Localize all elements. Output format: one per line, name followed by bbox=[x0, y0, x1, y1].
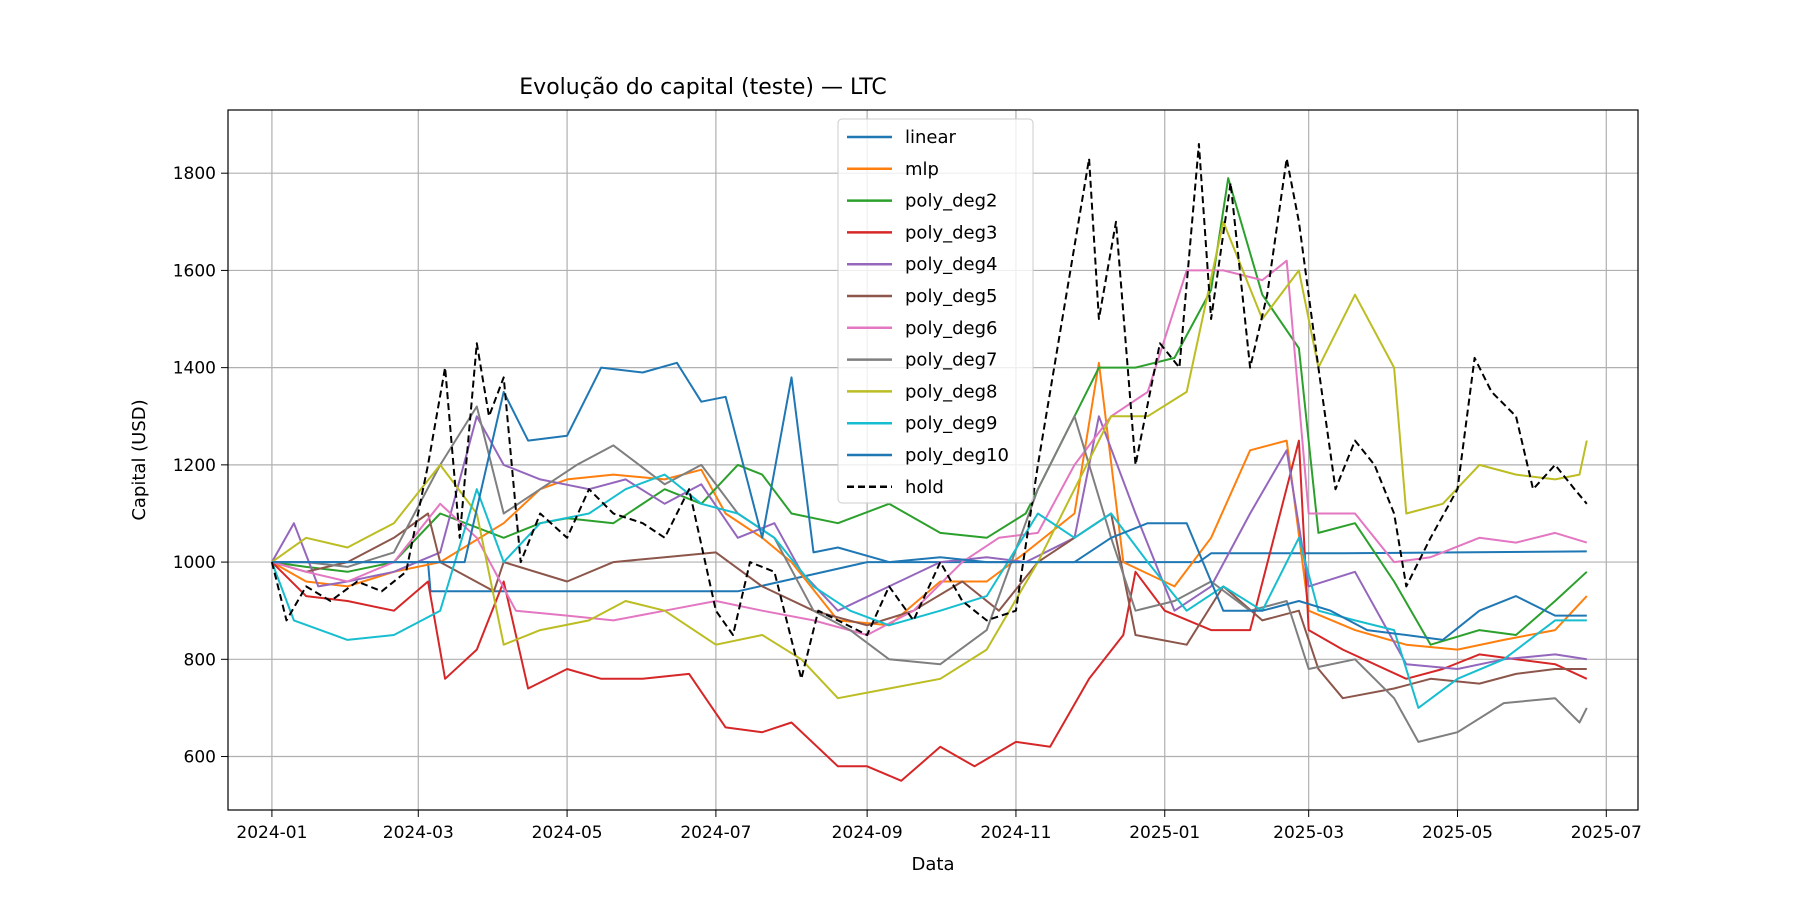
y-tick-label: 1400 bbox=[173, 359, 216, 379]
y-axis-ticks: 600 800 1000 1200 1400 1600 1800 bbox=[173, 164, 228, 768]
series-line-poly_deg6 bbox=[271, 259, 1588, 636]
x-tick-label: 2025-01 bbox=[1129, 823, 1200, 843]
legend-label: poly_deg5 bbox=[905, 286, 997, 307]
y-tick-label: 1200 bbox=[173, 456, 216, 476]
series-line-poly_deg9 bbox=[270, 473, 1587, 709]
legend-label: poly_deg7 bbox=[905, 350, 997, 371]
legend-label: poly_deg8 bbox=[905, 381, 997, 402]
y-axis-label: Capital (USD) bbox=[129, 399, 150, 520]
series-line-poly_deg2 bbox=[271, 177, 1588, 646]
legend-label: poly_deg6 bbox=[905, 318, 997, 339]
legend-label: hold bbox=[905, 477, 944, 498]
x-tick-label: 2025-07 bbox=[1571, 823, 1642, 843]
legend-label: poly_deg4 bbox=[905, 254, 997, 275]
series-line-poly_deg8 bbox=[271, 220, 1588, 700]
legend-label: linear bbox=[905, 127, 957, 148]
x-tick-label: 2024-05 bbox=[532, 823, 603, 843]
y-tick-label: 1600 bbox=[173, 261, 216, 281]
legend: linear mlp poly_deg2 poly_deg3 poly_deg4poly… bbox=[837, 118, 1034, 504]
series-line-poly_deg7 bbox=[271, 405, 1588, 743]
y-tick-label: 1000 bbox=[173, 553, 216, 573]
legend-label: poly_deg10 bbox=[905, 445, 1009, 466]
x-tick-label: 2025-05 bbox=[1422, 823, 1493, 843]
series-line-poly_deg5 bbox=[271, 512, 1587, 700]
legend-label: poly_deg3 bbox=[905, 222, 997, 243]
series-lines bbox=[270, 143, 1588, 782]
y-tick-label: 800 bbox=[184, 650, 216, 670]
series-line-mlp bbox=[271, 361, 1588, 651]
series-line-poly_deg10 bbox=[271, 361, 1587, 641]
x-tick-label: 2024-03 bbox=[383, 823, 454, 843]
series-line-hold bbox=[270, 143, 1588, 680]
x-tick-label: 2024-11 bbox=[980, 823, 1051, 843]
legend-box bbox=[837, 118, 1034, 504]
legend-label: mlp bbox=[905, 159, 939, 180]
y-tick-label: 600 bbox=[184, 748, 216, 768]
x-axis-label: Data bbox=[912, 854, 955, 875]
plot-frame bbox=[227, 109, 1639, 811]
legend-label: poly_deg9 bbox=[905, 413, 997, 434]
x-tick-label: 2024-09 bbox=[832, 823, 903, 843]
legend-label: poly_deg2 bbox=[905, 191, 997, 212]
x-axis-ticks: 2024-01 2024-03 2024-05 2024-07 2024-09 2024-… bbox=[236, 810, 1642, 843]
x-tick-label: 2025-03 bbox=[1273, 823, 1344, 843]
series-line-poly_deg3 bbox=[271, 439, 1588, 782]
chart-title: Evolução do capital (teste) — LTC bbox=[519, 75, 886, 100]
x-tick-label: 2024-07 bbox=[680, 823, 751, 843]
x-tick-label: 2024-01 bbox=[236, 823, 307, 843]
y-tick-label: 1800 bbox=[173, 164, 216, 184]
